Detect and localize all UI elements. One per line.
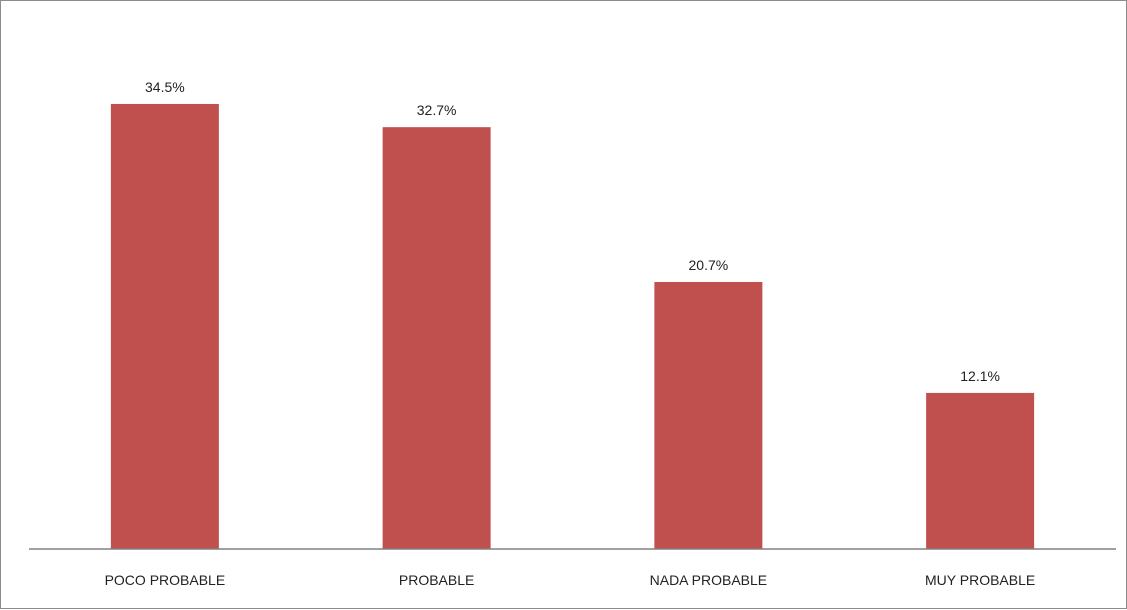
bar-probable bbox=[382, 127, 491, 550]
data-label: 20.7% bbox=[689, 257, 729, 273]
bar-muy-probable bbox=[926, 392, 1035, 549]
category-label: NADA PROBABLE bbox=[650, 572, 768, 588]
bar-nada-probable bbox=[654, 281, 763, 549]
labels-layer: 34.5% POCO PROBABLE 32.7% PROBABLE 20.7% NADA… bbox=[105, 79, 1036, 588]
category-label: MUY PROBABLE bbox=[925, 572, 1035, 588]
category-label: PROBABLE bbox=[399, 572, 474, 588]
bars-layer bbox=[110, 103, 1035, 550]
category-label: POCO PROBABLE bbox=[105, 572, 226, 588]
bar-poco-probable bbox=[110, 103, 219, 549]
data-label: 34.5% bbox=[145, 79, 185, 95]
data-label: 12.1% bbox=[960, 368, 1000, 384]
data-label: 32.7% bbox=[417, 102, 457, 118]
